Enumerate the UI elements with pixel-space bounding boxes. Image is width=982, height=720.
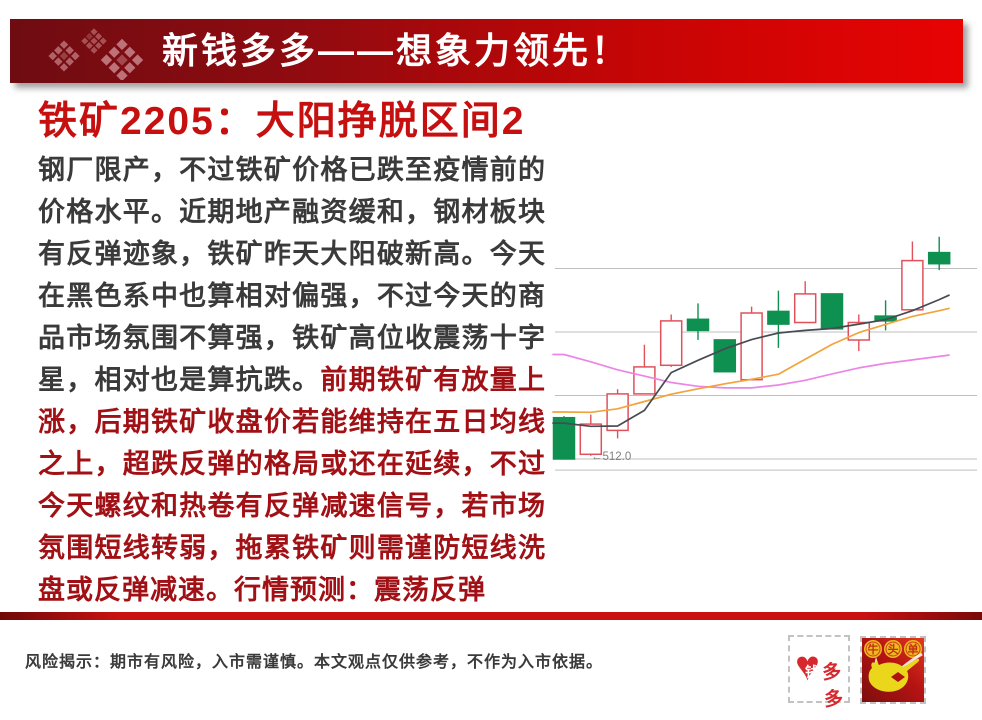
low-price-label: ←512.0 <box>591 451 631 463</box>
niutoudan-stamp-logo: 牛 头 单 <box>860 636 926 704</box>
circle-char-dan: 单 <box>908 642 919 656</box>
body-text-red: 前期铁矿有放量上涨，后期铁矿收盘价若能维持在五日均线之上，超跌反弹的格局或还在延… <box>38 365 547 605</box>
body-text-dark: 钢厂限产，不过铁矿价格已跌至疫情前的价格水平。近期地产融资缓和，钢材板块有反弹迹… <box>38 155 546 395</box>
heart-icon: ♥ <box>795 642 820 689</box>
banner-slogan: 新钱多多——想象力领先！ <box>162 30 631 71</box>
forecast-text: 行情预测：震荡反弹 <box>234 575 486 605</box>
circle-char-tou: 头 <box>888 642 899 656</box>
footer-divider <box>0 612 982 620</box>
candlestick-chart: ←512.0 <box>545 222 982 477</box>
page-title: 铁矿2205：大阳挣脱区间2 <box>38 100 526 143</box>
candlestick-chart-svg: ←512.0 <box>552 236 977 471</box>
heart-character: 钱 <box>805 664 819 680</box>
circle-char-niu: 牛 <box>868 642 879 656</box>
header-banner: 新钱多多——想象力领先！ <box>10 19 963 83</box>
brand-diamond-pattern-icon <box>48 28 144 80</box>
qianduoduo-label: 多多 <box>821 661 843 711</box>
article-body: 钢厂限产，不过铁矿价格已跌至疫情前的价格水平。近期地产融资缓和，钢材板块有反弹迹… <box>38 149 546 611</box>
qianduoduo-stamp-logo: ♥ 钱 多多 <box>788 635 850 711</box>
bull-head-icon: 牛 头 单 <box>862 638 924 702</box>
risk-disclaimer: 风险揭示：期市有风险，入市需谨慎。本文观点仅供参考，不作为入市依据。 <box>25 654 604 671</box>
